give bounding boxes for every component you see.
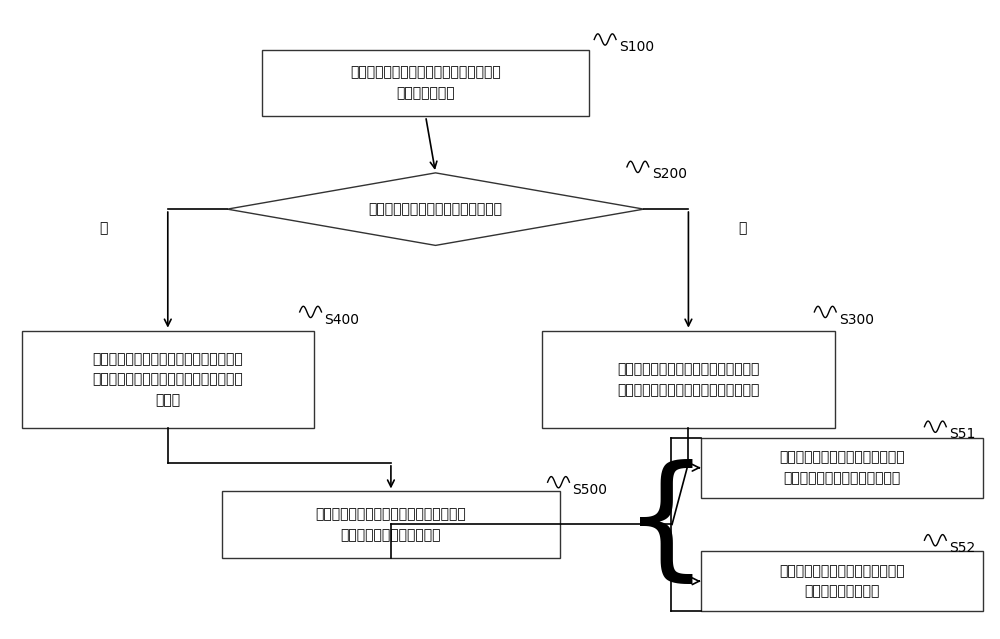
Bar: [222, 491, 560, 558]
Text: S400: S400: [324, 312, 359, 327]
Polygon shape: [227, 173, 644, 245]
Text: 否: 否: [99, 221, 108, 235]
Text: 计算光伏楼宇当前的光伏功率和基础负荷
的能量差值，得到当前的优选的可平移负
荷大小: 计算光伏楼宇当前的光伏功率和基础负荷 的能量差值，得到当前的优选的可平移负 荷大…: [92, 352, 243, 407]
Text: S200: S200: [652, 167, 687, 181]
Text: S500: S500: [572, 483, 607, 497]
Text: 从训练样本优化数据库中确定优选训练
样本，得到当前优选的可平移负荷大小: 从训练样本优化数据库中确定优选训练 样本，得到当前优选的可平移负荷大小: [617, 362, 760, 397]
Text: S51: S51: [949, 427, 976, 442]
Bar: [701, 438, 983, 498]
Text: S52: S52: [949, 541, 975, 555]
Text: 获取光伏楼宇的历史运行数据，得到训练
样本优化数据库: 获取光伏楼宇的历史运行数据，得到训练 样本优化数据库: [350, 66, 501, 100]
Text: S100: S100: [619, 40, 654, 54]
Bar: [262, 50, 589, 116]
Bar: [542, 330, 835, 428]
Text: {: {: [623, 459, 709, 590]
Text: 判断当前时间是否处于高电价时段？: 判断当前时间是否处于高电价时段？: [369, 202, 503, 216]
Text: 对当前优选的可平移负荷大小进行
修正，得到实际可平移负荷大小: 对当前优选的可平移负荷大小进行 修正，得到实际可平移负荷大小: [779, 450, 905, 485]
Bar: [701, 551, 983, 611]
Text: 根据得到的当前优选的可平移负荷大小调
节光伏楼宇中的可平移负荷: 根据得到的当前优选的可平移负荷大小调 节光伏楼宇中的可平移负荷: [316, 507, 466, 542]
Text: 按照实际可平移负荷大小调节光伏
楼宇中的可平移负荷: 按照实际可平移负荷大小调节光伏 楼宇中的可平移负荷: [779, 564, 905, 599]
Text: 是: 是: [739, 221, 747, 235]
Bar: [22, 330, 314, 428]
Text: S300: S300: [839, 312, 874, 327]
